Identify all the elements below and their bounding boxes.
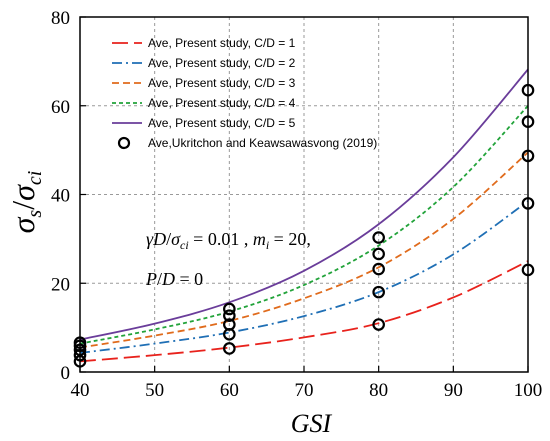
scatter-point <box>372 247 385 261</box>
y-tick-label: 20 <box>51 274 70 295</box>
y-tick-label: 0 <box>61 363 71 384</box>
scatter-point <box>223 342 236 355</box>
legend-swatch-reference <box>117 136 131 150</box>
series-line-cd-1 <box>79 260 529 363</box>
annotation-line-1: γD/σci = 0.01 , mi = 20, <box>146 229 311 252</box>
y-tick-label: 80 <box>51 8 70 29</box>
y-tick-label: 40 <box>51 186 70 207</box>
ticks <box>79 16 529 373</box>
x-tick-label: 40 <box>71 380 90 401</box>
x-tick-label: 50 <box>145 380 164 401</box>
legend-label-cd-5: Ave, Present study, C/D = 5 <box>148 116 296 130</box>
y-axis-label: σs/σci <box>5 171 46 234</box>
x-tick-label: 80 <box>369 380 388 401</box>
legend-label-cd-2: Ave, Present study, C/D = 2 <box>148 56 296 70</box>
series-line-cd-2 <box>79 200 529 354</box>
series-line-cd-3 <box>79 151 529 349</box>
legend-label-reference: Ave,Ukritchon and Keawsawasvong (2019) <box>148 136 377 150</box>
legend-label-cd-1: Ave, Present study, C/D = 1 <box>148 36 296 50</box>
x-tick-label: 60 <box>220 380 239 401</box>
annotation-line-2: P/D = 0 <box>145 269 203 289</box>
x-tick-label: 70 <box>295 380 314 401</box>
x-tick-label: 90 <box>444 380 463 401</box>
scatter-point <box>223 309 236 322</box>
legend-label-cd-4: Ave, Present study, C/D = 4 <box>148 96 296 110</box>
scatter-point <box>372 318 385 331</box>
x-tick-label: 100 <box>514 380 543 401</box>
series-line-cd-4 <box>79 105 529 345</box>
x-axis-label: GSI <box>291 409 333 438</box>
scatter-point <box>372 231 385 244</box>
series-line-cd-5 <box>79 68 529 341</box>
scatter-point <box>223 318 236 331</box>
scatter-point <box>372 285 385 299</box>
series-layer <box>79 68 529 363</box>
legend-label-cd-3: Ave, Present study, C/D = 3 <box>148 76 296 90</box>
scatter-point <box>372 262 385 276</box>
grid <box>80 17 528 372</box>
y-tick-label: 60 <box>51 97 70 118</box>
legend: Ave, Present study, C/D = 1 Ave, Present … <box>112 36 377 150</box>
tick-labels: 40 50 60 70 80 90 100 0 20 40 60 80 <box>51 8 542 401</box>
scatter-point <box>223 302 236 316</box>
